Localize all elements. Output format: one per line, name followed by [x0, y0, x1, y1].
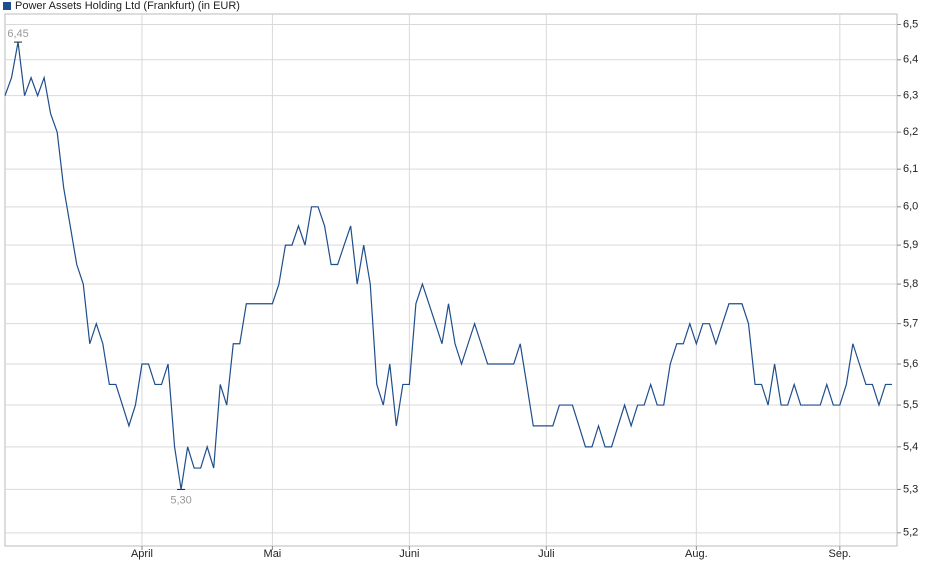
x-tick-label: Aug. [685, 548, 708, 560]
max-label: 6,45 [7, 28, 28, 40]
legend-label: Power Assets Holding Ltd (Frankfurt) (in… [15, 0, 240, 12]
y-tick-label: 5,8 [903, 278, 918, 290]
y-tick-label: 6,5 [903, 18, 918, 30]
x-tick-label: Mai [264, 548, 282, 560]
x-tick-label: Juli [538, 548, 555, 560]
x-tick-label: April [131, 548, 153, 560]
y-tick-label: 5,2 [903, 527, 918, 539]
y-tick-label: 5,7 [903, 318, 918, 330]
x-tick-label: Juni [399, 548, 419, 560]
price-line [4, 41, 892, 490]
y-tick-label: 5,9 [903, 239, 918, 251]
y-tick-label: 6,0 [903, 201, 918, 213]
plot-frame [4, 13, 898, 547]
y-tick-label: 5,4 [903, 441, 918, 453]
y-tick-label: 5,5 [903, 399, 918, 411]
y-tick-label: 5,3 [903, 483, 918, 495]
y-tick-label: 5,6 [903, 358, 918, 370]
min-label: 5,30 [170, 494, 191, 506]
y-tick-label: 6,1 [903, 163, 918, 175]
legend-swatch [3, 2, 11, 10]
x-tick-label: Sep. [829, 548, 852, 560]
y-tick-label: 6,4 [903, 54, 918, 66]
y-tick-label: 6,3 [903, 90, 918, 102]
y-tick-label: 6,2 [903, 126, 918, 138]
